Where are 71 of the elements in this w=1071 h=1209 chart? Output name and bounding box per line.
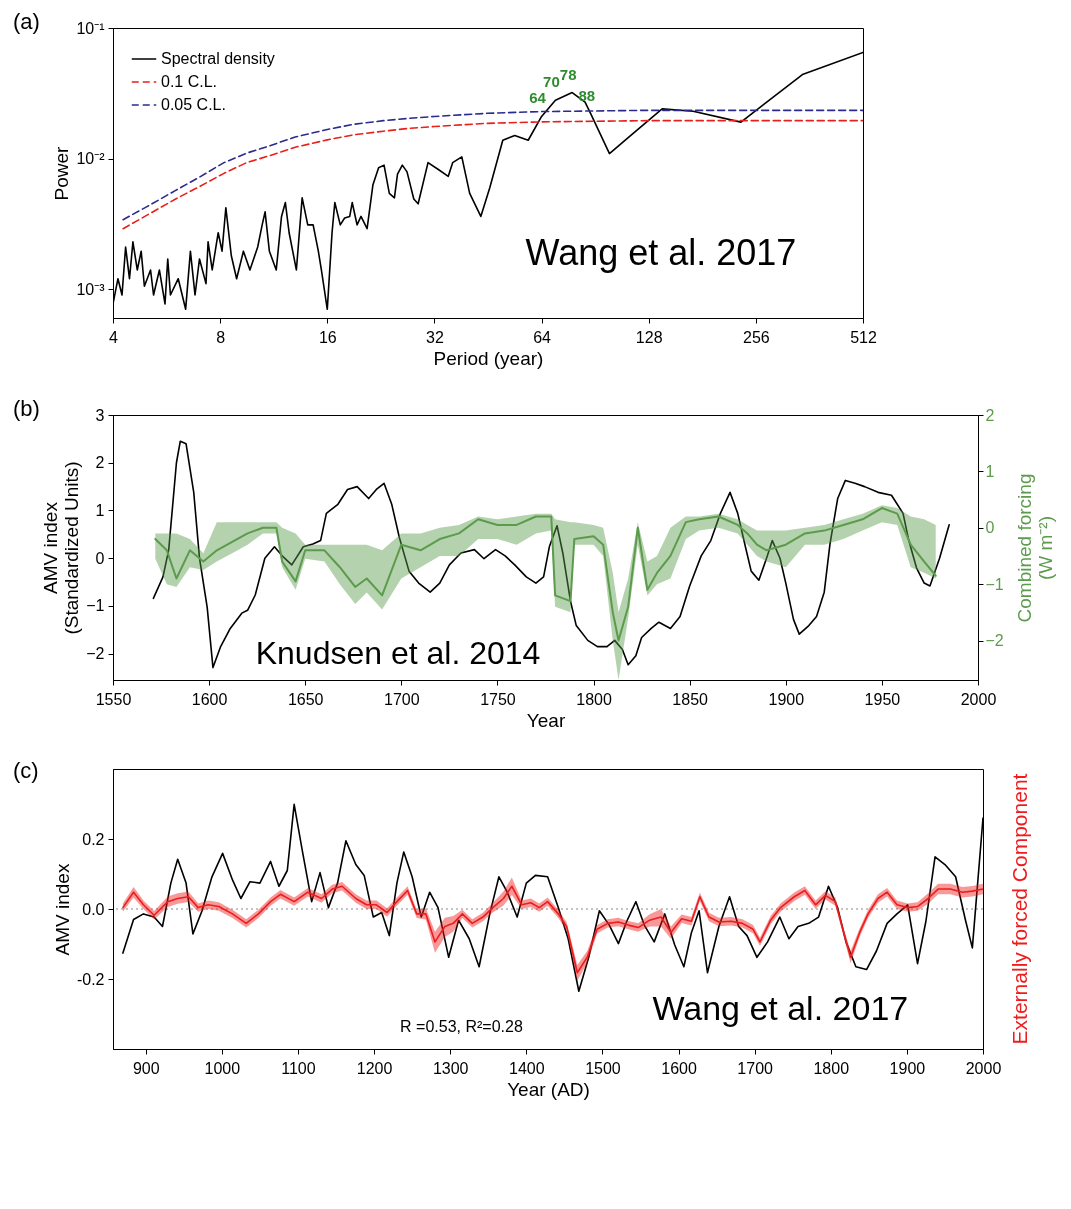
x-tick-label: 2000: [965, 1059, 1002, 1077]
y2-tick-label: −2: [985, 632, 1004, 650]
x-tick-label: 128: [635, 328, 663, 346]
x-tick-label: 8: [216, 328, 226, 346]
x-tick-label: 1650: [287, 690, 324, 708]
y2-tick-label: 2: [985, 406, 995, 424]
y-tick-label: 10⁻¹: [76, 19, 105, 37]
y-tick-label: 0.2: [82, 830, 105, 848]
annotation: 64: [529, 89, 547, 107]
annotation: 88: [578, 86, 596, 104]
x-tick-label: 16: [318, 328, 337, 346]
x-tick-label: 900: [132, 1059, 160, 1077]
x-axis-title: Period (year): [433, 347, 544, 369]
x-tick-label: 512: [850, 328, 877, 346]
x-tick-label: 1750: [480, 690, 516, 708]
x-tick-label: 1100: [281, 1059, 316, 1077]
x-tick-label: 1200: [356, 1059, 393, 1077]
y2-axis-title: Combined forcing (W m⁻²): [1013, 473, 1056, 623]
x-axis-title: Year: [526, 709, 566, 731]
line-series: [154, 507, 937, 642]
y-axis-title: Power: [51, 145, 73, 201]
y-axis-title: AMV index (Standardized Units): [40, 461, 83, 635]
legend-label: 0.05 C.L.: [161, 96, 226, 113]
x-tick-label: 1900: [889, 1059, 926, 1077]
x-tick-label: 256: [743, 328, 770, 346]
x-tick-label: 4: [109, 328, 119, 346]
x-tick-label: 1500: [585, 1059, 621, 1077]
y-tick-label: −2: [86, 645, 105, 663]
y-tick-label: 3: [95, 406, 105, 424]
annotation: Knudsen et al. 2014: [255, 634, 541, 671]
x-tick-label: 1800: [576, 690, 612, 708]
annotation: R =0.53, R²=0.28: [400, 1017, 523, 1035]
x-tick-label: 1400: [509, 1059, 545, 1077]
y-tick-label: 0: [95, 549, 105, 567]
chart-title: (b): [13, 396, 40, 421]
text: Externally forced Component: [1008, 773, 1031, 1045]
x-tick-label: 32: [426, 328, 444, 346]
x-tick-label: 1300: [432, 1059, 469, 1077]
annotation: Wang et al. 2017: [525, 232, 797, 274]
x-tick-label: 1600: [191, 690, 228, 708]
chart-title: (c): [13, 758, 39, 783]
line-series: [152, 440, 950, 669]
y2-tick-label: −1: [985, 575, 1004, 593]
x-tick-label: 64: [533, 328, 552, 346]
x-tick-label: 1000: [204, 1059, 241, 1077]
x-tick-label: 1850: [672, 690, 709, 708]
annotation: Wang et al. 2017: [652, 988, 909, 1027]
x-axis-title: Year (AD): [507, 1078, 590, 1100]
x-tick-label: 1950: [864, 690, 901, 708]
legend-label: Spectral density: [161, 50, 275, 67]
x-tick-label: 1900: [768, 690, 805, 708]
annotation: 78: [559, 65, 577, 83]
y-tick-label: 0.0: [82, 900, 105, 918]
y-tick-label: 1: [95, 502, 105, 519]
x-tick-label: 1700: [737, 1059, 774, 1077]
x-tick-label: 1800: [813, 1059, 850, 1077]
y-tick-label: 10⁻²: [76, 150, 106, 168]
x-tick-label: 1550: [95, 690, 132, 708]
y-tick-label: -0.2: [76, 970, 105, 988]
x-tick-label: 2000: [960, 690, 997, 708]
legend-label: 0.1 C.L.: [161, 73, 218, 90]
y-axis-title: AMV index: [51, 863, 73, 956]
x-tick-label: 1700: [384, 690, 420, 708]
y-tick-label: 10⁻³: [76, 280, 106, 298]
y-tick-label: −1: [86, 597, 105, 615]
y-tick-label: 2: [95, 454, 105, 472]
x-tick-label: 1600: [661, 1059, 697, 1077]
chart-title: (a): [13, 9, 40, 34]
y2-tick-label: 1: [985, 462, 995, 480]
annotation: 70: [543, 73, 560, 91]
y2-tick-label: 0: [985, 519, 995, 537]
